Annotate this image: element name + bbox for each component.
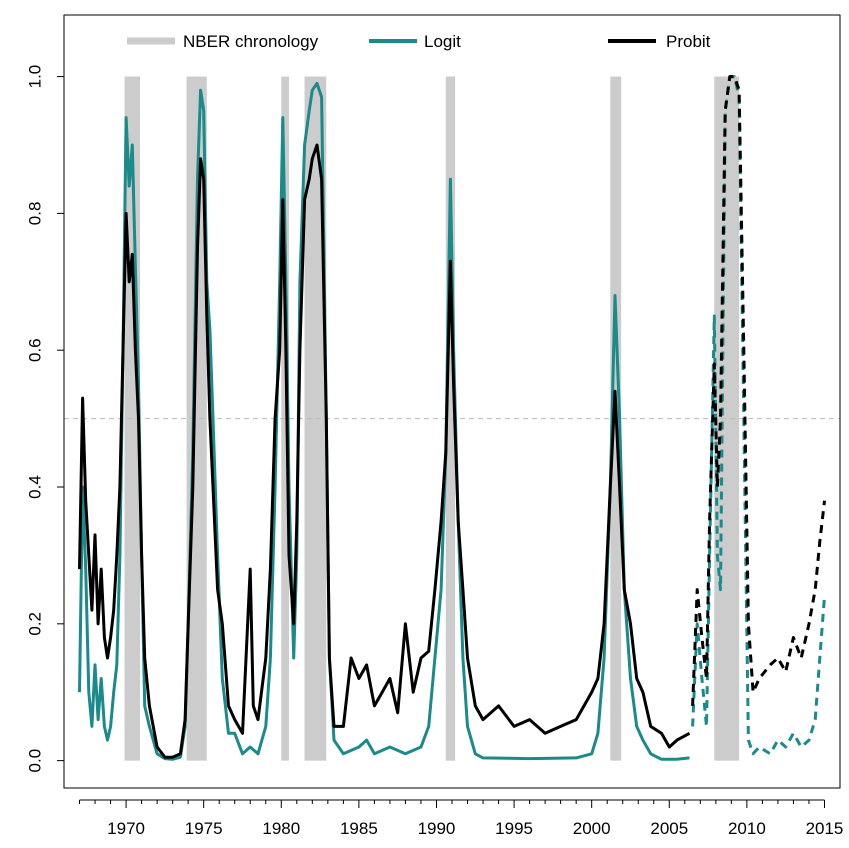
x-tick-label-0: 1970 bbox=[107, 819, 145, 838]
y-axis: 0.0 0.2 0.4 0.6 0.8 1.0 bbox=[25, 65, 64, 773]
series-probit-dashed-line bbox=[691, 75, 826, 706]
legend-label-1: Logit bbox=[424, 32, 461, 51]
x-axis: 1970 1975 1980 1985 1990 1995 2000 2005 2010 2015 bbox=[79, 799, 844, 838]
x-tick-label-8: 2010 bbox=[728, 819, 766, 838]
x-tick-label-1: 1975 bbox=[185, 819, 223, 838]
plot-frame bbox=[63, 14, 841, 789]
x-tick-label-7: 2005 bbox=[650, 819, 688, 838]
recession-band-2 bbox=[281, 76, 290, 761]
x-tick-label-2: 1980 bbox=[262, 819, 300, 838]
x-tick-label-5: 1995 bbox=[495, 819, 533, 838]
legend: NBER chronology Logit Probit bbox=[127, 32, 711, 51]
recession-band-6 bbox=[714, 76, 740, 761]
recession-band-3 bbox=[304, 76, 327, 761]
series-probit-solid-line bbox=[78, 143, 691, 759]
nber-recession-bands bbox=[124, 76, 740, 761]
x-tick-label-3: 1985 bbox=[340, 819, 378, 838]
recession-band-1 bbox=[186, 76, 207, 761]
legend-label-2: Probit bbox=[666, 32, 711, 51]
legend-label-0: NBER chronology bbox=[183, 32, 319, 51]
y-tick-label-1: 0.2 bbox=[25, 612, 44, 636]
y-tick-label-5: 1.0 bbox=[25, 65, 44, 89]
x-tick-label-6: 2000 bbox=[573, 819, 611, 838]
y-tick-label-2: 0.4 bbox=[25, 475, 44, 499]
x-tick-label-9: 2015 bbox=[806, 819, 844, 838]
y-tick-label-3: 0.6 bbox=[25, 338, 44, 362]
series-lines bbox=[78, 75, 826, 761]
x-tick-label-4: 1990 bbox=[418, 819, 456, 838]
series-logit-solid-line bbox=[78, 81, 690, 761]
recession-band-4 bbox=[445, 76, 456, 761]
y-tick-label-0: 0.0 bbox=[25, 749, 44, 773]
y-tick-label-4: 0.8 bbox=[25, 202, 44, 226]
